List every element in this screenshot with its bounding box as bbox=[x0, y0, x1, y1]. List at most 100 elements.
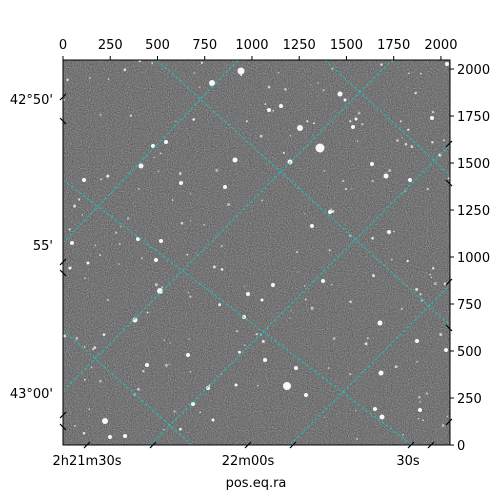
faint-star bbox=[203, 223, 206, 226]
ra-label-2h21m30s: 2h21m30s bbox=[52, 454, 121, 469]
star bbox=[343, 98, 347, 102]
faint-star bbox=[410, 145, 414, 148]
faint-star bbox=[186, 253, 189, 256]
grid-line bbox=[324, 60, 450, 176]
faint-star bbox=[272, 110, 274, 112]
faint-star bbox=[357, 111, 361, 115]
faint-star bbox=[380, 63, 383, 66]
star bbox=[383, 173, 389, 179]
faint-star bbox=[199, 86, 201, 89]
grid-line bbox=[63, 179, 413, 445]
faint-star bbox=[439, 333, 443, 336]
star bbox=[328, 210, 332, 214]
star bbox=[315, 143, 325, 153]
faint-star bbox=[74, 425, 76, 427]
top-tick-label: 0 bbox=[59, 38, 67, 53]
faint-star bbox=[331, 210, 335, 213]
faint-star bbox=[264, 103, 267, 106]
faint-star bbox=[415, 287, 419, 291]
faint-star bbox=[401, 136, 403, 139]
faint-star bbox=[141, 257, 143, 260]
faint-star bbox=[245, 120, 249, 123]
world-tick bbox=[59, 423, 67, 431]
grid-line bbox=[149, 144, 450, 445]
right-tick-label: 2000 bbox=[457, 63, 490, 78]
faint-star bbox=[282, 151, 285, 155]
faint-star bbox=[73, 204, 77, 208]
faint-star bbox=[88, 408, 91, 410]
faint-star bbox=[90, 366, 93, 369]
faint-star bbox=[63, 98, 65, 101]
faint-star bbox=[146, 311, 149, 314]
faint-star bbox=[243, 344, 246, 347]
faint-star bbox=[406, 259, 409, 263]
stars-layer bbox=[63, 60, 450, 440]
faint-star bbox=[157, 170, 160, 173]
faint-star bbox=[188, 338, 190, 340]
faint-star bbox=[81, 214, 83, 216]
faint-star bbox=[75, 337, 79, 340]
star bbox=[211, 418, 215, 422]
faint-star bbox=[402, 433, 404, 436]
faint-star bbox=[163, 339, 165, 341]
star bbox=[164, 140, 168, 144]
star bbox=[415, 339, 419, 343]
faint-star bbox=[118, 263, 120, 265]
right-tick-label: 750 bbox=[457, 298, 482, 313]
faint-star bbox=[426, 187, 429, 191]
star bbox=[351, 125, 355, 129]
star bbox=[354, 117, 358, 121]
star bbox=[377, 320, 383, 326]
faint-star bbox=[187, 291, 189, 294]
faint-star bbox=[418, 395, 421, 399]
faint-star bbox=[277, 71, 280, 74]
right-pixel-axis: 0 250 500 750 1000 1250 1500 1750 2000 bbox=[450, 63, 490, 454]
faint-star bbox=[256, 384, 259, 387]
faint-star bbox=[142, 370, 145, 373]
world-tick bbox=[59, 117, 67, 125]
faint-star bbox=[171, 199, 174, 201]
faint-star bbox=[331, 67, 334, 70]
faint-star bbox=[425, 392, 429, 395]
faint-star bbox=[400, 307, 403, 310]
faint-star bbox=[304, 213, 306, 215]
star bbox=[379, 414, 385, 420]
star bbox=[370, 162, 374, 166]
faint-star bbox=[306, 120, 309, 123]
star bbox=[154, 258, 158, 262]
faint-star bbox=[328, 249, 331, 252]
star bbox=[283, 382, 291, 390]
faint-star bbox=[323, 170, 325, 172]
world-tick bbox=[445, 278, 453, 286]
grid-line bbox=[63, 60, 239, 244]
right-tick-label: 0 bbox=[457, 439, 465, 454]
world-tick bbox=[59, 93, 67, 101]
faint-star bbox=[290, 310, 292, 312]
world-tick bbox=[445, 418, 453, 426]
faint-star bbox=[244, 285, 246, 288]
faint-star bbox=[442, 139, 445, 142]
faint-star bbox=[93, 346, 97, 349]
star bbox=[246, 292, 250, 296]
star bbox=[151, 144, 155, 148]
star bbox=[123, 434, 127, 438]
faint-star bbox=[266, 328, 269, 330]
faint-star bbox=[417, 417, 420, 420]
faint-star bbox=[388, 169, 392, 172]
faint-star bbox=[393, 230, 395, 233]
world-tick bbox=[427, 441, 435, 449]
faint-star bbox=[419, 72, 422, 75]
sky-image bbox=[63, 60, 450, 445]
faint-star bbox=[447, 177, 450, 180]
faint-star bbox=[189, 295, 192, 298]
faint-star bbox=[212, 265, 216, 269]
faint-star bbox=[138, 188, 140, 190]
faint-star bbox=[313, 122, 315, 125]
faint-star bbox=[78, 198, 81, 201]
faint-star bbox=[356, 140, 359, 142]
top-tick-label: 2000 bbox=[424, 38, 457, 53]
faint-star bbox=[441, 424, 445, 427]
world-tick bbox=[445, 324, 453, 332]
star bbox=[237, 67, 245, 75]
right-tick-label: 500 bbox=[457, 345, 482, 360]
